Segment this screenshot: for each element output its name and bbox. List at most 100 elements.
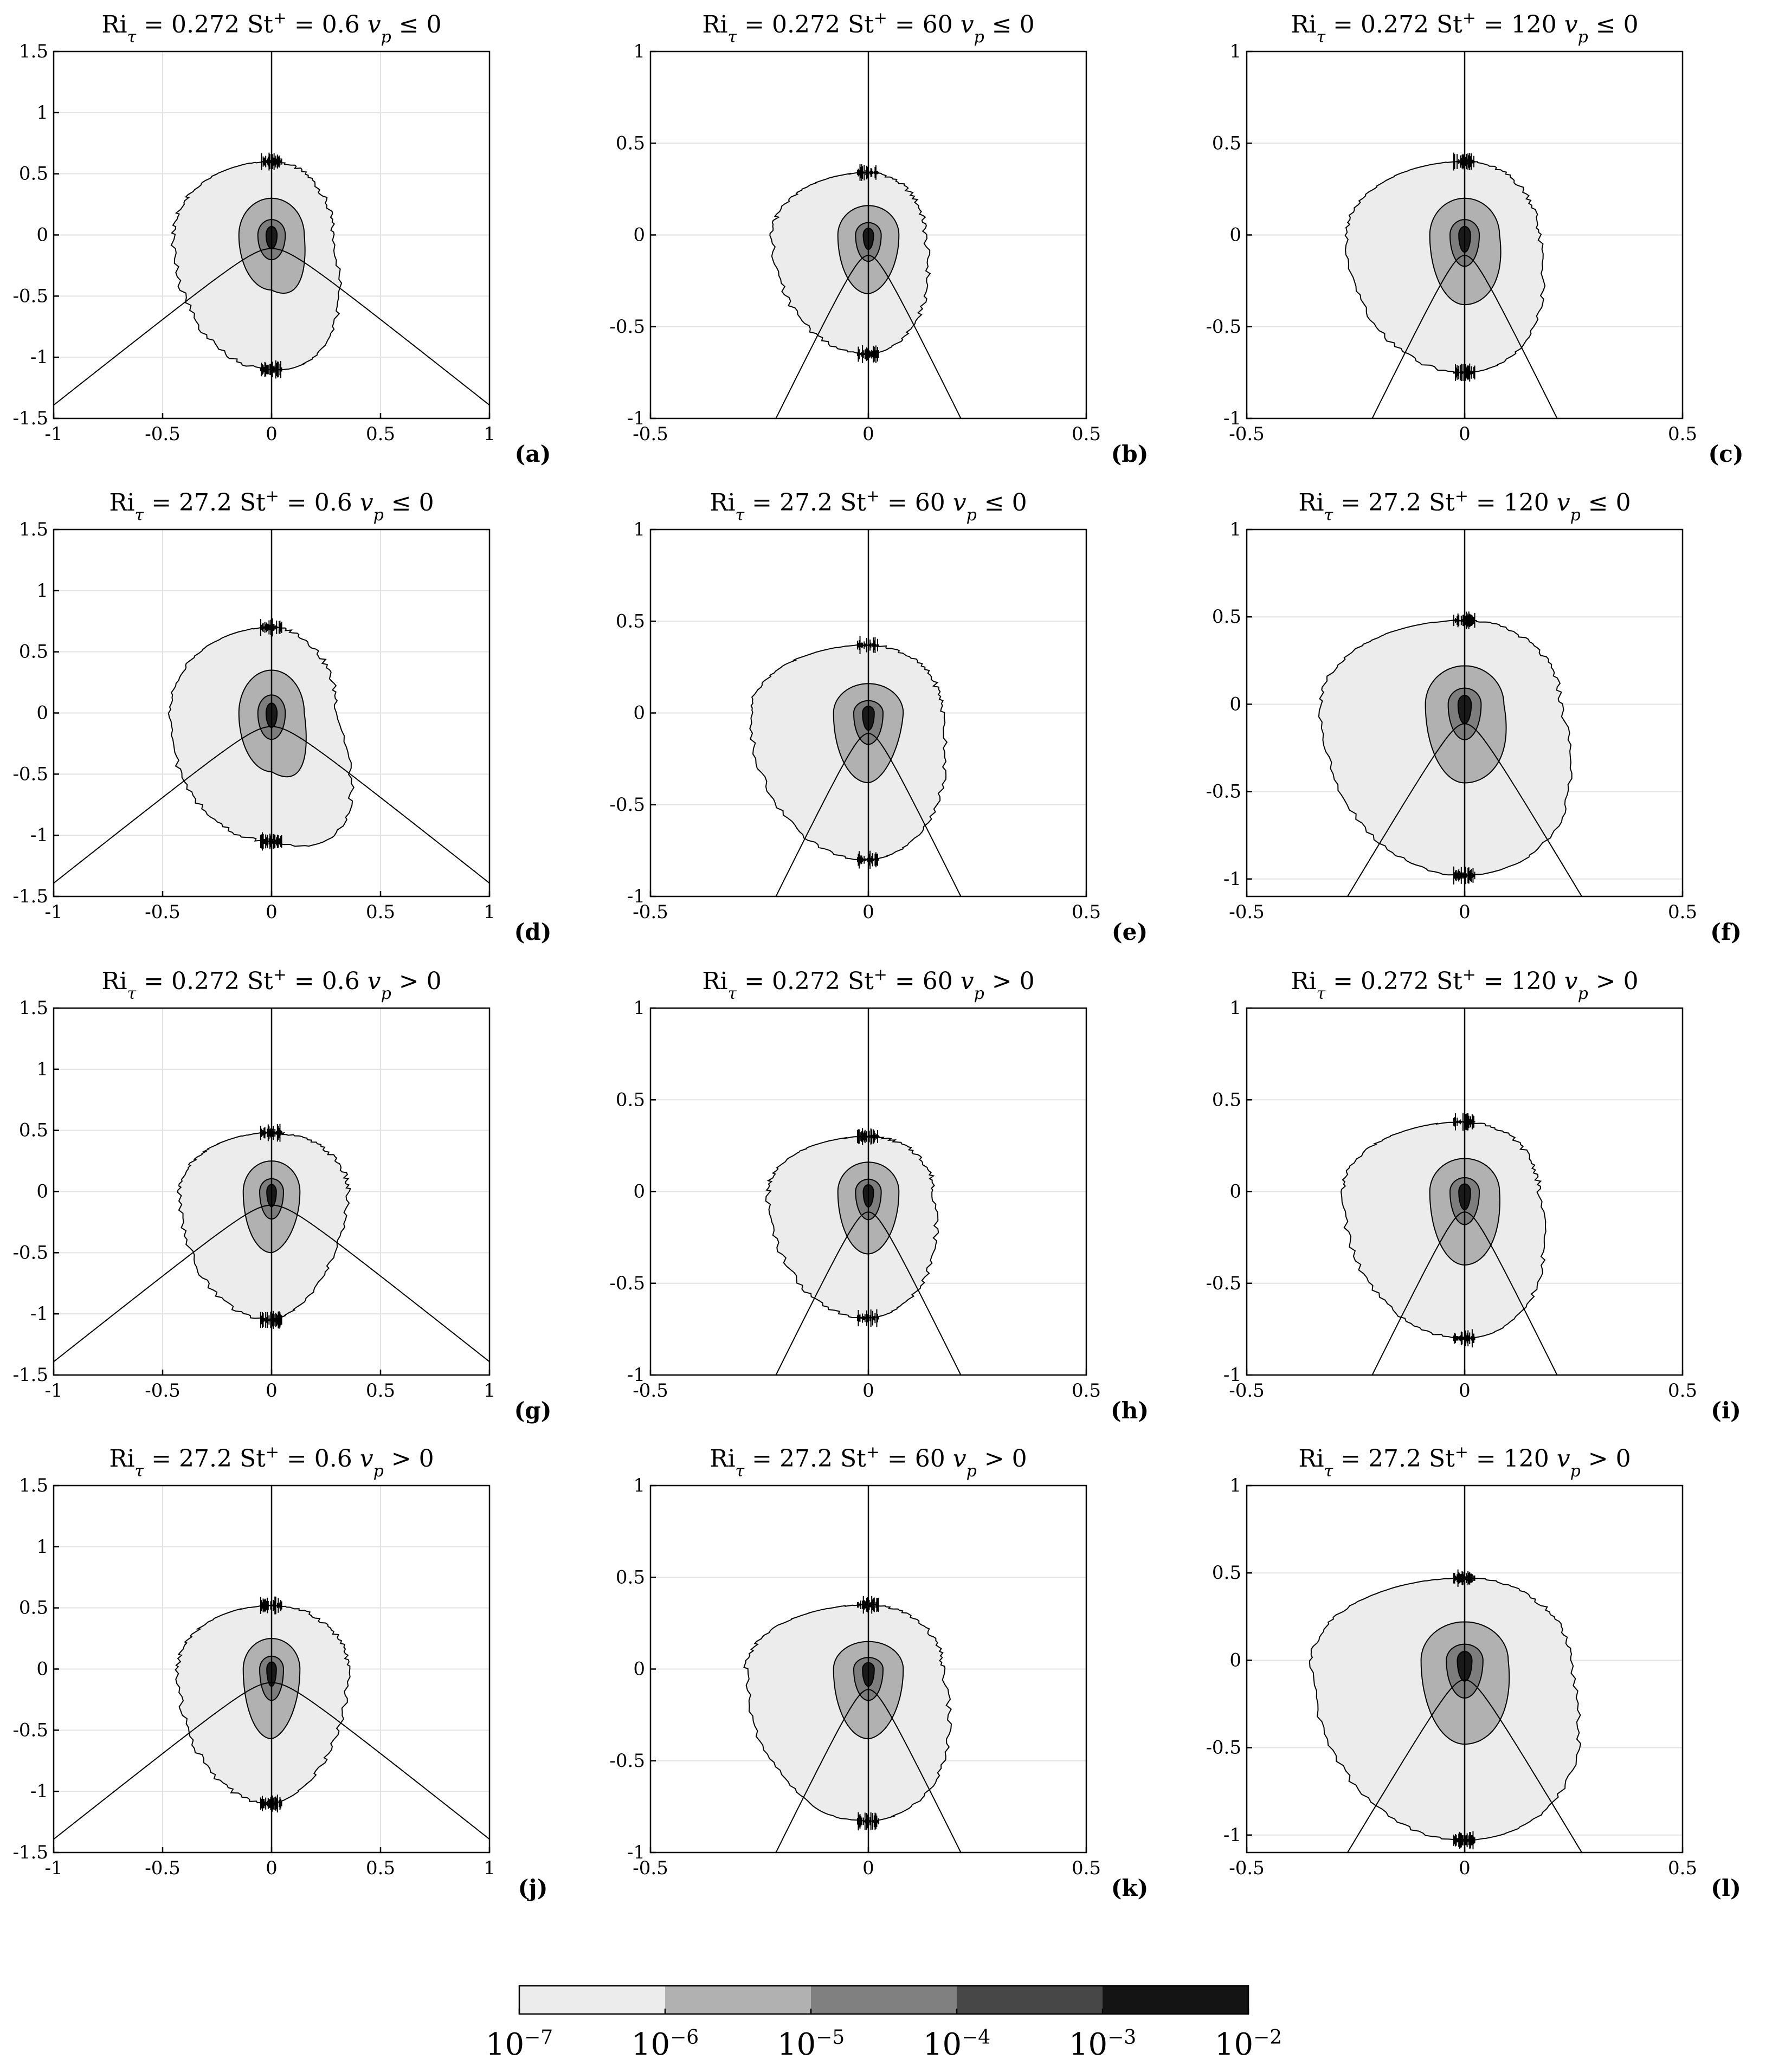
y-tick-label: 0 xyxy=(1229,224,1241,246)
y-tick-label: 0.5 xyxy=(616,1566,645,1588)
y-tick-label: 0.5 xyxy=(616,610,645,632)
panel-label: (i) xyxy=(1711,1397,1741,1424)
panels-group: -1 -0.5 0 0.5 1-1.5-1-0.500.511.5(a)Riτ = 0.… xyxy=(12,9,1743,1902)
y-tick-label: -1.5 xyxy=(12,1842,48,1863)
x-tick-label: 0 xyxy=(266,1857,278,1879)
y-tick-label: -0.5 xyxy=(1206,1737,1241,1759)
x-tick-label: -1 xyxy=(44,423,62,445)
y-tick-label: -0.5 xyxy=(1206,781,1241,803)
y-tick-label: 0 xyxy=(36,224,48,246)
noise-spikes xyxy=(1453,1113,1475,1348)
noise-spikes xyxy=(260,618,282,851)
panel-label: (d) xyxy=(514,919,551,945)
panel-e: -0.5 0 0.5-1-0.500.51(e)Riτ = 27.2 St+ = 6… xyxy=(609,487,1148,946)
panel-label: (a) xyxy=(515,441,551,467)
x-tick-label: 0 xyxy=(862,901,874,923)
y-tick-label: -1 xyxy=(1223,868,1241,890)
contour-body xyxy=(54,1008,489,1375)
x-tick-label: 0.5 xyxy=(366,423,395,445)
y-tick-label: -1 xyxy=(627,408,645,429)
x-tick-label: 0.5 xyxy=(1668,1380,1697,1402)
y-tick-label: 0 xyxy=(1229,1649,1241,1671)
panel-title: Riτ = 27.2 St+ = 120 vp ≤ 0 xyxy=(1298,487,1631,525)
y-tick-label: -1 xyxy=(30,1780,48,1802)
x-tick-label: 0 xyxy=(862,1857,874,1879)
panel-a: -1 -0.5 0 0.5 1-1.5-1-0.500.511.5(a)Riτ = 0.… xyxy=(12,9,551,468)
x-tick-label: 0 xyxy=(266,423,278,445)
panel-title: Riτ = 27.2 St+ = 60 vp ≤ 0 xyxy=(710,487,1027,525)
y-tick-label: 0.5 xyxy=(616,132,645,154)
ticks xyxy=(53,528,491,898)
panel-g: -1 -0.5 0 0.5 1-1.5-1-0.500.511.5(g)Riτ = 0.… xyxy=(12,965,551,1424)
x-tick-label: 0.5 xyxy=(366,1857,395,1879)
panel-j: -1 -0.5 0 0.5 1-1.5-1-0.500.511.5(j)Riτ = 27… xyxy=(12,1443,547,1902)
x-tick-label: -0.5 xyxy=(633,423,668,445)
colorbar-frame xyxy=(518,1985,1249,2015)
x-tick-label: -0.5 xyxy=(1229,1857,1265,1879)
contour-body xyxy=(1309,1486,1583,1852)
y-tick-label: -1 xyxy=(627,1842,645,1863)
y-tick-label: -1 xyxy=(1223,1824,1241,1846)
contour-body xyxy=(769,51,962,418)
x-tick-label: 0.5 xyxy=(1668,1857,1697,1879)
colorbar: 10−7 10−6 10−5 10−4 10−3 10−2 xyxy=(486,1985,1282,2063)
y-tick-label: 1 xyxy=(1229,41,1241,62)
panel-label: (b) xyxy=(1111,441,1148,467)
panel-title: Riτ = 27.2 St+ = 120 vp > 0 xyxy=(1298,1443,1631,1481)
y-tick-label: 0.5 xyxy=(616,1089,645,1111)
x-tick-label: 0 xyxy=(266,901,278,923)
panel-title: Riτ = 0.272 St+ = 120 vp ≤ 0 xyxy=(1291,9,1638,47)
x-tick-label: 0.5 xyxy=(1668,423,1697,445)
ticks xyxy=(649,1007,1087,1376)
y-tick-label: 0 xyxy=(633,1181,645,1203)
colorbar-label: 10−7 xyxy=(486,2026,553,2063)
y-tick-label: -1 xyxy=(627,886,645,907)
ticks xyxy=(1246,528,1684,896)
panel-title: Riτ = 27.2 St+ = 60 vp > 0 xyxy=(710,1443,1027,1481)
ticks xyxy=(53,1484,491,1854)
x-tick-label: -0.5 xyxy=(633,1380,668,1402)
x-tick-label: -1 xyxy=(44,901,62,923)
y-tick-label: 0 xyxy=(633,224,645,246)
noise-spikes xyxy=(1453,1569,1475,1850)
y-tick-label: -0.5 xyxy=(1206,316,1241,338)
x-tick-label: 0 xyxy=(1459,1857,1471,1879)
noise-spikes xyxy=(260,1596,282,1813)
panel-h: -0.5 0 0.5-1-0.500.51(h)Riτ = 0.272 St+ = … xyxy=(609,965,1149,1424)
y-tick-label: 1 xyxy=(36,1536,48,1558)
colorbar-label: 10−4 xyxy=(923,2026,990,2063)
y-tick-label: 0 xyxy=(1229,1181,1241,1203)
x-tick-label: 1 xyxy=(484,1380,495,1402)
panel-title: Riτ = 0.272 St+ = 60 vp > 0 xyxy=(702,965,1034,1003)
noise-spikes xyxy=(856,1596,879,1831)
y-tick-label: -0.5 xyxy=(12,763,48,785)
y-tick-label: 1.5 xyxy=(19,1475,48,1496)
x-tick-label: 0 xyxy=(862,1380,874,1402)
y-tick-label: -0.5 xyxy=(609,1750,645,1772)
ticks xyxy=(1246,1484,1684,1852)
y-tick-label: -0.5 xyxy=(1206,1273,1241,1294)
y-tick-label: 1.5 xyxy=(19,41,48,62)
panel-label: (c) xyxy=(1708,441,1743,467)
ticks xyxy=(1246,1007,1684,1376)
y-tick-label: -0.5 xyxy=(609,794,645,816)
x-tick-label: -0.5 xyxy=(1229,423,1265,445)
contour-body xyxy=(54,1486,489,1852)
y-tick-label: -0.5 xyxy=(12,285,48,307)
y-tick-label: -1 xyxy=(30,1303,48,1325)
y-tick-label: 1 xyxy=(1229,519,1241,540)
panel-i: -0.5 0 0.5-1-0.500.51(i)Riτ = 0.272 St+ = … xyxy=(1206,965,1741,1424)
ticks xyxy=(1246,50,1684,419)
ticks xyxy=(53,50,491,419)
x-tick-label: -0.5 xyxy=(145,1857,181,1879)
noise-spikes xyxy=(856,636,879,869)
x-tick-label: -1 xyxy=(44,1380,62,1402)
y-tick-label: 0.5 xyxy=(1212,132,1241,154)
x-tick-label: 0.5 xyxy=(1072,901,1101,923)
panel-title: Riτ = 0.272 St+ = 0.6 vp > 0 xyxy=(101,965,441,1003)
x-tick-label: 0 xyxy=(1459,423,1471,445)
x-tick-label: -0.5 xyxy=(145,1380,181,1402)
y-tick-label: 0.5 xyxy=(19,641,48,663)
x-tick-label: 1 xyxy=(484,1857,495,1879)
contour-body xyxy=(1318,530,1583,896)
